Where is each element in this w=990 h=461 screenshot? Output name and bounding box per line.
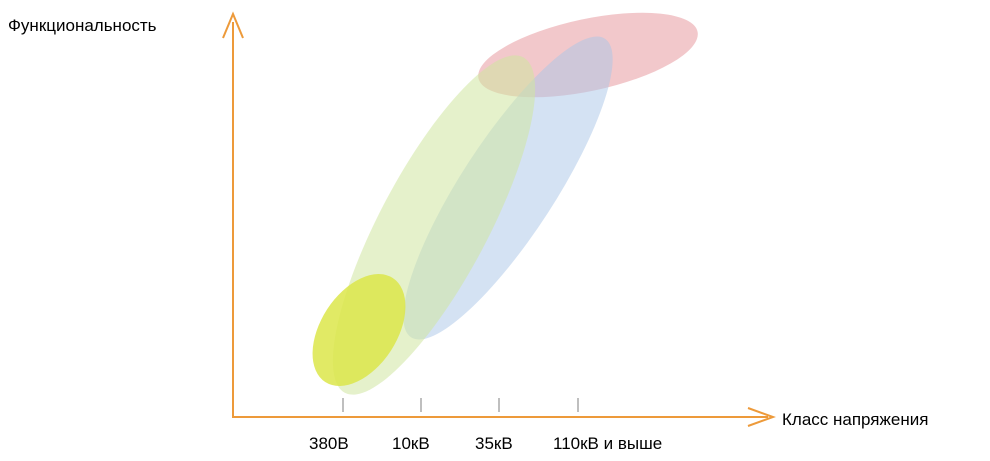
region-yellow (312, 274, 406, 386)
x-tick-label-35kv: 35кВ (475, 434, 513, 453)
x-axis-label: Класс напряжения (782, 410, 929, 429)
y-axis-label: Функциональность (8, 16, 157, 35)
x-ticks (342, 398, 579, 412)
x-tick-label-380v: 380В (309, 434, 349, 453)
regions (312, 12, 698, 395)
x-axis-arrowhead (747, 407, 776, 427)
y-axis-arrowhead (222, 11, 244, 39)
x-tick-label-110kv: 110кВ и выше (553, 434, 663, 453)
x-tick-label-10kv: 10кВ (392, 434, 430, 453)
axes (222, 11, 776, 427)
